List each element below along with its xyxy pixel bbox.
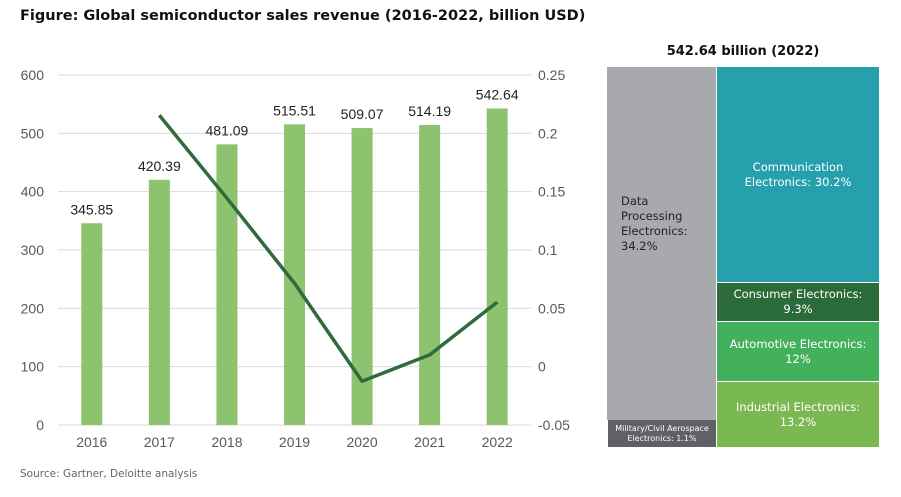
y-right-tick-label: 0.1 [538,242,558,258]
tile-data-processing: Data Processing Electronics: 34.2% [607,67,716,420]
bar-data-label: 345.85 [70,201,113,217]
x-tick-label: 2019 [279,434,310,450]
treemap-title: 542.64 billion (2022) [666,44,820,59]
y-right-tick-label: -0.05 [538,417,570,433]
bar-data-label: 515.51 [273,102,316,118]
y-right-tick-label: 0.2 [538,125,558,141]
tile-label: Industrial Electronics: 13.2% [735,399,861,429]
y-right-tick-label: 0 [538,359,546,375]
y-left-tick-label: 400 [21,184,45,200]
x-tick-label: 2017 [144,434,175,450]
tile-consumer: Consumer Electronics: 9.3% [716,283,879,321]
bar-data-label: 509.07 [341,106,384,122]
tile-label: Data Processing Electronics: 34.2% [621,194,688,253]
bar-data-label: 420.39 [138,158,181,174]
y-right-tick-label: 0.05 [538,300,565,316]
tile-label: Automotive Electronics: 12% [729,336,867,366]
figure-title: Figure: Global semiconductor sales reven… [20,8,586,24]
bar [216,144,238,425]
x-tick-label: 2021 [414,434,445,450]
bar-data-label: 481.09 [206,122,249,138]
y-left-tick-label: 500 [21,125,45,141]
source-note: Source: Gartner, Deloitte analysis [20,468,198,480]
tile-label: Consumer Electronics: 9.3% [733,287,863,316]
tile-label: Communication Electronics: 30.2% [744,159,852,189]
bar [284,124,305,426]
x-tick-label: 2018 [211,434,242,450]
x-tick-label: 2016 [76,434,107,450]
y-left-tick-label: 300 [21,242,45,258]
x-tick-label: 2020 [346,434,377,450]
tile-military-aerospace: Military/Civil Aerospace Electronics: 1.… [608,420,716,447]
y-right-tick-label: 0.25 [538,67,565,83]
bar [351,128,373,426]
x-tick-label: 2022 [482,434,513,450]
y-left-tick-label: 100 [21,359,45,375]
tile-communication: Communication Electronics: 30.2% [716,67,879,282]
y-left-tick-label: 600 [21,67,45,83]
bar [148,179,170,425]
tile-automotive: Automotive Electronics: 12% [716,322,879,381]
bar [419,125,441,425]
y-right-tick-label: 0.15 [538,184,565,200]
y-left-tick-label: 0 [36,417,44,433]
bar-data-label: 542.64 [476,86,519,102]
growth-line [158,114,499,383]
bar-data-label: 514.19 [408,103,451,119]
tile-industrial: Industrial Electronics: 13.2% [716,382,879,447]
bar [486,108,508,426]
bar [81,223,103,425]
y-left-tick-label: 200 [21,300,45,316]
tile-label: Military/Civil Aerospace Electronics: 1.… [615,423,709,443]
